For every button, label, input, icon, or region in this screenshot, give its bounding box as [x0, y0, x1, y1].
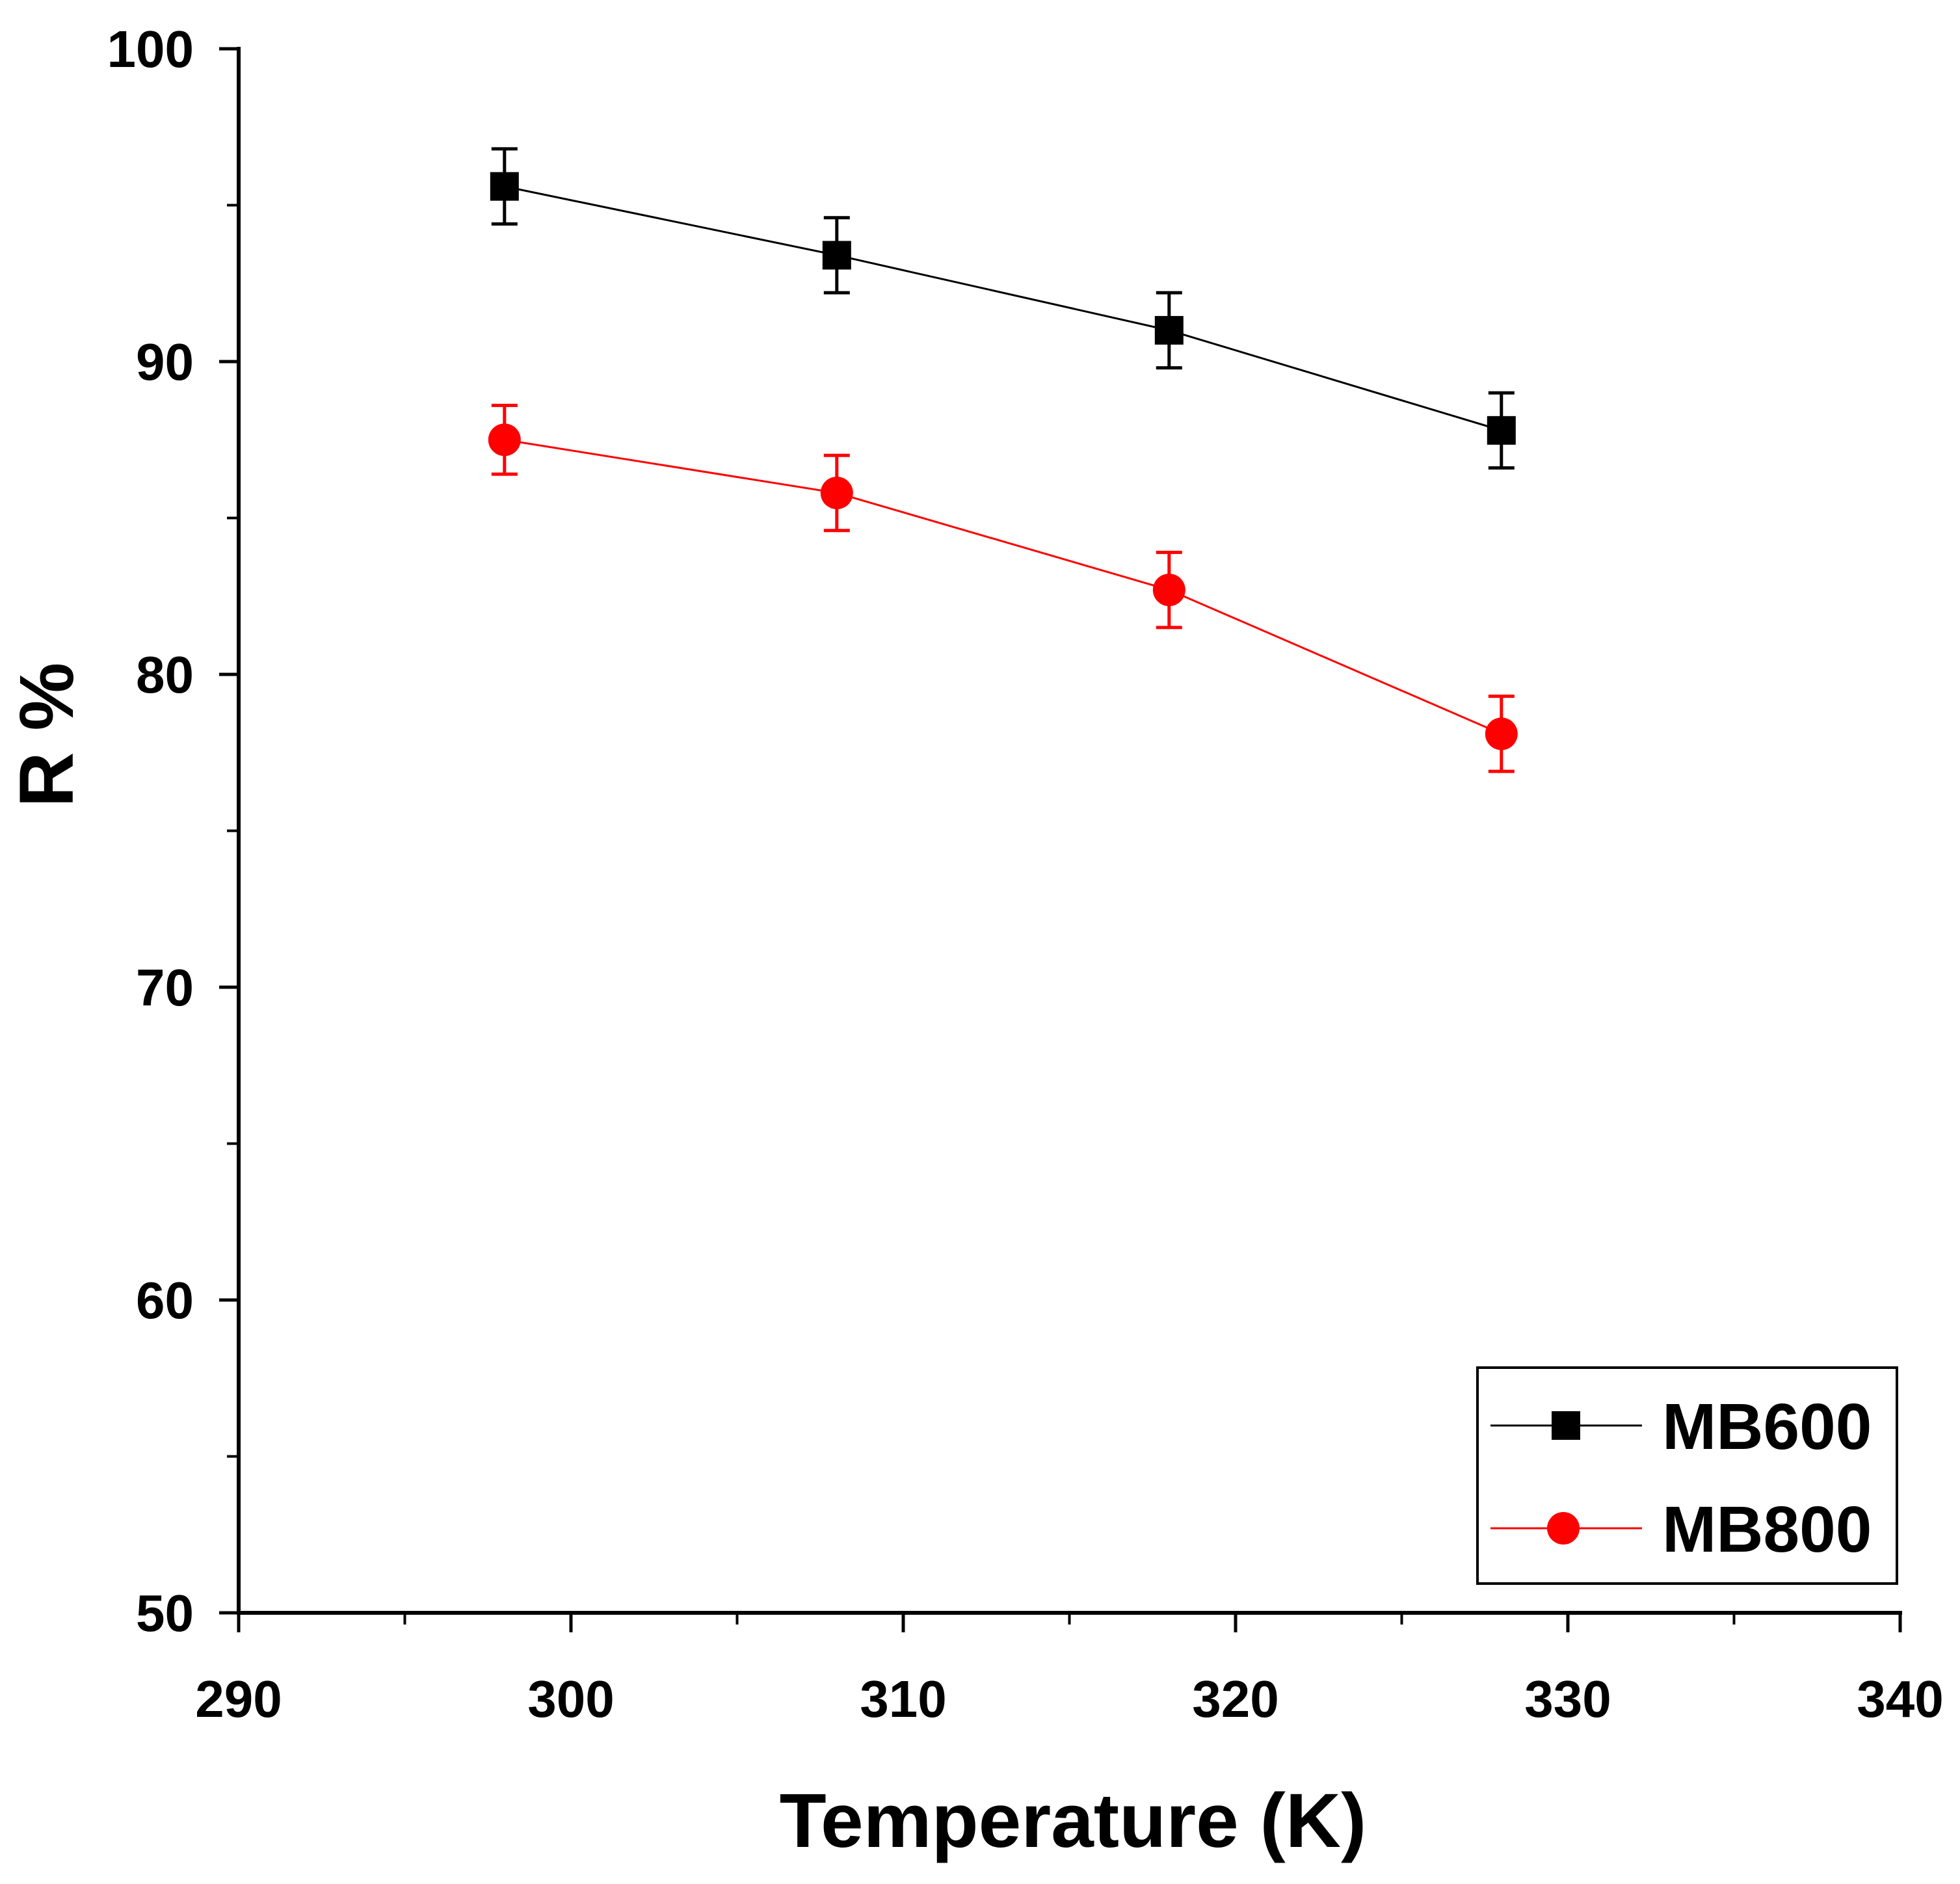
- legend-label-mb800: MB800: [1662, 1493, 1872, 1566]
- data-point-mb800: [1152, 574, 1185, 607]
- legend-marker-mb600: [1552, 1411, 1580, 1440]
- y-tick-label: 80: [136, 646, 194, 704]
- data-point-mb600: [1154, 315, 1184, 345]
- series-line-mb600: [504, 185, 1502, 432]
- data-point-mb600: [490, 172, 519, 201]
- data-point-mb600: [822, 241, 851, 270]
- x-tick-label: 290: [195, 1670, 282, 1728]
- x-tick-label: 300: [527, 1670, 614, 1728]
- y-tick-label: 90: [136, 333, 194, 391]
- y-tick-label: 60: [136, 1271, 194, 1329]
- data-point-mb800: [820, 477, 853, 510]
- legend-box: [1476, 1366, 1898, 1585]
- data-point-mb600: [1487, 416, 1516, 445]
- legend: MB600 MB800: [1476, 1366, 1898, 1585]
- x-axis-title: Temperature (K): [780, 1778, 1367, 1864]
- data-point-mb800: [1485, 717, 1518, 750]
- x-tick-label: 330: [1524, 1670, 1611, 1728]
- data-point-mb800: [488, 423, 521, 457]
- series-mb800: [488, 403, 1518, 773]
- series: [488, 147, 1518, 773]
- y-axis-title: R %: [4, 663, 90, 808]
- series-mb600: [490, 147, 1516, 470]
- x-tick-label: 310: [860, 1670, 946, 1728]
- legend-label-mb600: MB600: [1662, 1390, 1872, 1463]
- ticks: 290 300 310 320 330 340 50 60 70 80 90 100: [107, 20, 1944, 1728]
- series-line-mb800: [504, 438, 1502, 735]
- x-tick-label: 320: [1192, 1670, 1278, 1728]
- x-tick-label: 340: [1857, 1670, 1943, 1728]
- legend-marker-mb800: [1547, 1512, 1580, 1545]
- y-tick-label: 100: [107, 20, 194, 78]
- y-tick-label: 70: [136, 959, 194, 1016]
- y-tick-label: 50: [136, 1584, 194, 1642]
